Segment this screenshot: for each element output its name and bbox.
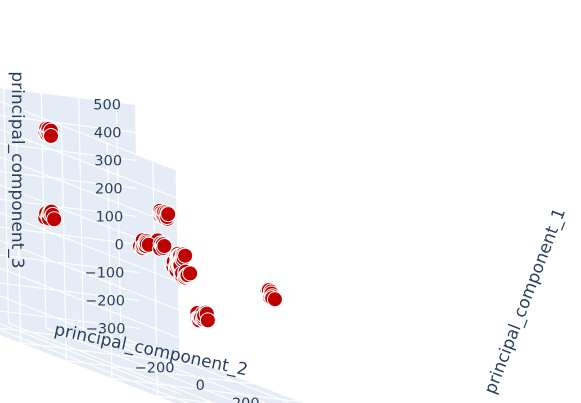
data-points [37,120,283,329]
x-axis-title: principal_component_1 [481,206,570,397]
side-plane [0,87,140,340]
data-point [182,265,199,282]
data-point [177,247,194,264]
data-point [42,127,59,144]
z-grid-back [0,323,181,395]
z-grid-back [0,267,180,339]
data-point [46,211,63,228]
z-grid-back [0,239,179,311]
z-grid-side [0,254,139,273]
z-grid-back [0,211,179,283]
data-point [156,238,173,255]
tick-labels: −300−200−1000100200300400500−20002004006… [85,97,260,403]
z-tick-label: 0 [115,237,124,253]
z-tick-label: 200 [95,181,123,197]
z-grid-side [0,114,136,133]
y-tick-label: 0 [196,378,205,394]
y-grid-floor [66,360,254,385]
gridlines [0,87,300,403]
z-tick-label: 300 [94,153,122,169]
z-grid-back [0,128,177,199]
z-tick-label: 100 [96,209,124,225]
z-grid-side [0,282,140,301]
z-grid-side [0,170,137,189]
y-grid-floor [111,377,300,403]
y-tick-label: 200 [232,396,260,403]
data-point [199,312,216,329]
z-tick-label: −200 [85,293,125,309]
z-grid-back [0,156,177,227]
z-tick-label: 500 [93,97,121,113]
z-grid-side [0,87,136,105]
z-tick-label: 400 [94,125,122,141]
z-grid-back [0,295,180,367]
z-axis-title: principal_component_3 [7,71,27,268]
z-grid-back [0,100,176,171]
y-grid-floor [0,327,163,350]
z-tick-label: −100 [85,265,125,281]
y-grid-floor [157,395,218,403]
z-grid-side [0,142,137,161]
data-point [160,206,177,223]
z-tick-label: −300 [86,321,126,337]
data-point [266,291,283,308]
z-grid-side [0,198,138,217]
y-grid-floor [20,342,209,367]
z-grid-side [0,310,140,329]
y-tick-label: −200 [135,360,175,376]
z-grid-side [0,226,138,245]
